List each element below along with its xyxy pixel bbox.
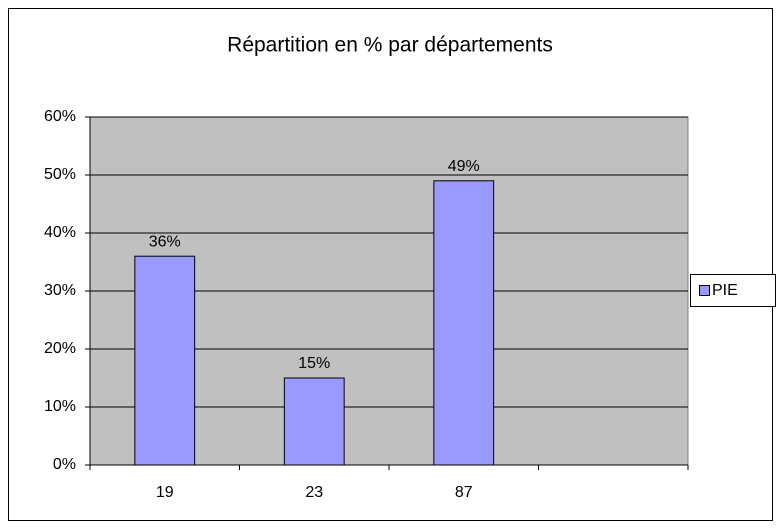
y-tick-label: 0%	[53, 456, 76, 473]
data-label: 15%	[298, 355, 330, 372]
x-tick-label: 87	[455, 484, 473, 501]
y-tick-label: 60%	[44, 108, 76, 125]
y-tick-label: 10%	[44, 398, 76, 415]
bar	[433, 180, 495, 466]
bar	[134, 255, 196, 466]
x-tick-label: 23	[305, 484, 323, 501]
y-tick-label: 30%	[44, 282, 76, 299]
chart-title: Répartition en % par départements	[227, 34, 553, 57]
y-tick-label: 20%	[44, 340, 76, 357]
data-label: 49%	[448, 158, 480, 175]
legend-swatch	[699, 285, 710, 296]
bar	[283, 377, 345, 466]
y-tick-label: 50%	[44, 166, 76, 183]
y-tick-label: 40%	[44, 224, 76, 241]
legend-label: PIE	[712, 282, 738, 299]
data-label: 36%	[149, 233, 181, 250]
x-tick-label: 19	[156, 484, 174, 501]
